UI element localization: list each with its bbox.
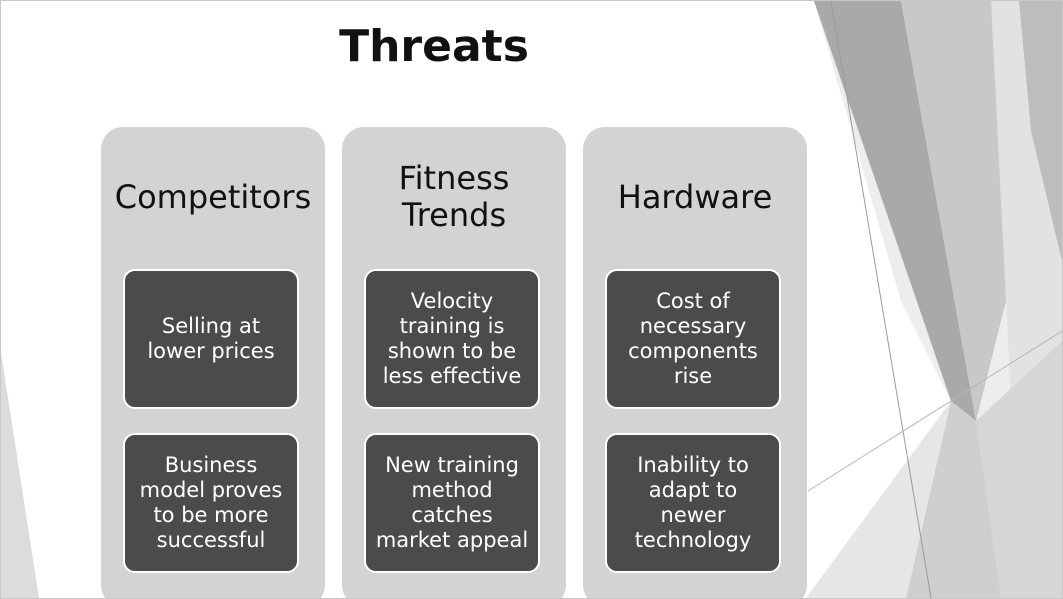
column-hardware: Hardware Cost of necessary components ri… <box>583 127 807 598</box>
card-velocity-training: Velocity training is shown to be less ef… <box>364 269 540 409</box>
facet-shape-7 <box>906 401 1001 598</box>
facet-shape-6 <box>976 341 1062 598</box>
card-inability-to-adapt: Inability to adapt to newer technology <box>605 433 781 573</box>
facet-shape-8 <box>806 401 951 598</box>
column-header-fitness-trends: Fitness Trends <box>398 159 510 234</box>
facet-line-1 <box>830 1 932 598</box>
column-fitness-trends: Fitness Trends Velocity training is show… <box>342 127 566 598</box>
column-header-competitors: Competitors <box>114 177 312 216</box>
card-business-model: Business model proves to be more success… <box>123 433 299 573</box>
facet-shape-5 <box>1019 1 1062 261</box>
card-new-training-method: New training method catches market appea… <box>364 433 540 573</box>
card-cost-of-components: Cost of necessary components rise <box>605 269 781 409</box>
slide-title: Threats <box>339 21 529 72</box>
facet-shape-2 <box>814 1 976 421</box>
facet-line-2 <box>807 330 1062 492</box>
column-header-hardware: Hardware <box>617 177 773 216</box>
card-selling-at-lower-prices: Selling at lower prices <box>123 269 299 409</box>
column-competitors: Competitors Selling at lower prices Busi… <box>101 127 325 598</box>
facet-shape-left <box>1 353 39 598</box>
facet-shape-3 <box>901 1 1021 421</box>
